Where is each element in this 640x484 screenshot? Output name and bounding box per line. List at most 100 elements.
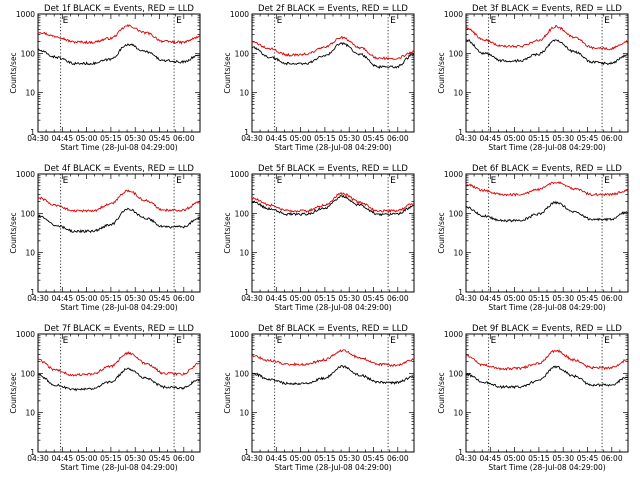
x-axis-label: Start Time (28-Jul-08 04:29:00) <box>274 143 391 152</box>
y-tick-label: 1000 <box>16 10 35 19</box>
x-tick-label: 06:00 <box>387 134 409 143</box>
y-tick-label: 10 <box>453 249 463 258</box>
y-tick-label: 1 <box>30 288 35 297</box>
x-tick-label: 05:00 <box>290 294 312 303</box>
x-tick-label: 05:00 <box>290 454 312 463</box>
x-tick-label: 05:15 <box>100 134 122 143</box>
y-tick-label: 100 <box>235 209 250 218</box>
x-tick-label: 05:00 <box>504 454 526 463</box>
event-marker-label: E <box>390 176 396 186</box>
x-axis-label: Start Time (28-Jul-08 04:29:00) <box>274 463 391 472</box>
series-line-events <box>465 200 629 223</box>
y-axis-label: Counts/sec <box>437 372 446 413</box>
x-tick-label: 05:30 <box>124 454 146 463</box>
subplot-6: Det 6f BLACK = Events, RED = LLD 1 10 100 10… <box>437 164 629 312</box>
y-tick-label: 1 <box>458 288 463 297</box>
x-tick-label: 05:00 <box>76 134 98 143</box>
y-tick-label: 1000 <box>444 10 463 19</box>
x-tick-label: 06:00 <box>173 454 195 463</box>
y-tick-label: 10 <box>25 249 35 258</box>
x-tick-label: 05:00 <box>76 454 98 463</box>
y-tick-label: 1000 <box>16 170 35 179</box>
x-tick-label: 04:45 <box>265 454 287 463</box>
plot-frame <box>37 173 201 293</box>
y-tick-label: 100 <box>449 369 464 378</box>
event-marker-label: E <box>491 176 497 186</box>
series-line-lld <box>465 349 629 371</box>
x-tick-label: 05:45 <box>149 454 171 463</box>
y-tick-label: 100 <box>21 369 36 378</box>
series-line-events <box>251 365 415 386</box>
x-tick-label: 05:45 <box>363 294 385 303</box>
x-tick-label: 05:45 <box>577 454 599 463</box>
x-tick-label: 04:30 <box>455 294 477 303</box>
x-tick-label: 04:30 <box>27 134 49 143</box>
x-axis-label: Start Time (28-Jul-08 04:29:00) <box>60 143 177 152</box>
series-line-events <box>251 194 415 217</box>
x-tick-label: 06:00 <box>173 134 195 143</box>
event-marker-label: E <box>277 176 283 186</box>
x-tick-label: 05:15 <box>528 454 550 463</box>
series-line-lld <box>251 349 415 367</box>
x-tick-label: 05:30 <box>552 134 574 143</box>
series-line-lld <box>465 180 629 197</box>
y-tick-label: 1 <box>30 448 35 457</box>
x-tick-label: 05:15 <box>528 134 550 143</box>
y-tick-label: 1000 <box>444 170 463 179</box>
y-axis-label: Counts/sec <box>9 372 18 413</box>
x-tick-label: 04:30 <box>241 134 263 143</box>
subplot-title: Det 1f BLACK = Events, RED = LLD <box>44 4 194 14</box>
subplot-4: Det 4f BLACK = Events, RED = LLD 1 10 100 10… <box>9 164 201 312</box>
series-line-lld <box>37 189 201 213</box>
y-tick-label: 100 <box>235 49 250 58</box>
y-axis-label: Counts/sec <box>223 372 232 413</box>
event-marker-label: E <box>176 16 182 26</box>
x-tick-label: 05:30 <box>124 294 146 303</box>
plot-frame <box>37 333 201 453</box>
x-tick-label: 04:30 <box>455 134 477 143</box>
x-axis-label: Start Time (28-Jul-08 04:29:00) <box>488 463 605 472</box>
y-axis-label: Counts/sec <box>437 52 446 93</box>
plot-frame <box>465 333 629 453</box>
y-tick-label: 1 <box>458 128 463 137</box>
x-tick-label: 04:45 <box>51 454 73 463</box>
event-marker-label: E <box>176 336 182 346</box>
plot-frame <box>251 13 415 133</box>
event-marker-label: E <box>604 336 610 346</box>
y-axis-label: Counts/sec <box>223 52 232 93</box>
y-tick-label: 100 <box>449 49 464 58</box>
x-tick-label: 06:00 <box>387 294 409 303</box>
subplot-title: Det 9f BLACK = Events, RED = LLD <box>472 324 622 334</box>
x-tick-label: 04:45 <box>51 134 73 143</box>
x-tick-label: 06:00 <box>173 294 195 303</box>
x-tick-label: 04:30 <box>27 294 49 303</box>
y-axis-label: Counts/sec <box>9 52 18 93</box>
y-tick-label: 1 <box>458 448 463 457</box>
x-tick-label: 04:30 <box>455 454 477 463</box>
y-tick-label: 1 <box>30 128 35 137</box>
x-tick-label: 04:45 <box>479 294 501 303</box>
event-marker-label: E <box>63 336 69 346</box>
y-tick-label: 10 <box>239 249 249 258</box>
series-line-lld <box>465 24 628 51</box>
event-marker-label: E <box>604 16 610 26</box>
subplot-title: Det 7f BLACK = Events, RED = LLD <box>44 324 194 334</box>
x-tick-label: 05:30 <box>338 454 360 463</box>
subplot-1: Det 1f BLACK = Events, RED = LLD 1 10 100 10… <box>9 4 201 152</box>
x-tick-label: 05:45 <box>149 134 171 143</box>
x-tick-label: 05:45 <box>363 134 385 143</box>
x-axis-label: Start Time (28-Jul-08 04:29:00) <box>60 463 177 472</box>
x-tick-label: 04:30 <box>241 294 263 303</box>
subplot-title: Det 5f BLACK = Events, RED = LLD <box>258 164 408 174</box>
y-tick-label: 1000 <box>230 330 249 339</box>
subplot-title: Det 6f BLACK = Events, RED = LLD <box>472 164 622 174</box>
y-tick-label: 1 <box>244 128 249 137</box>
x-tick-label: 05:15 <box>528 294 550 303</box>
x-tick-label: 06:00 <box>601 134 623 143</box>
event-marker-label: E <box>390 16 396 26</box>
x-tick-label: 06:00 <box>601 294 623 303</box>
y-tick-label: 100 <box>449 209 464 218</box>
x-tick-label: 04:45 <box>265 134 287 143</box>
y-axis-label: Counts/sec <box>9 212 18 253</box>
y-tick-label: 10 <box>25 409 35 418</box>
